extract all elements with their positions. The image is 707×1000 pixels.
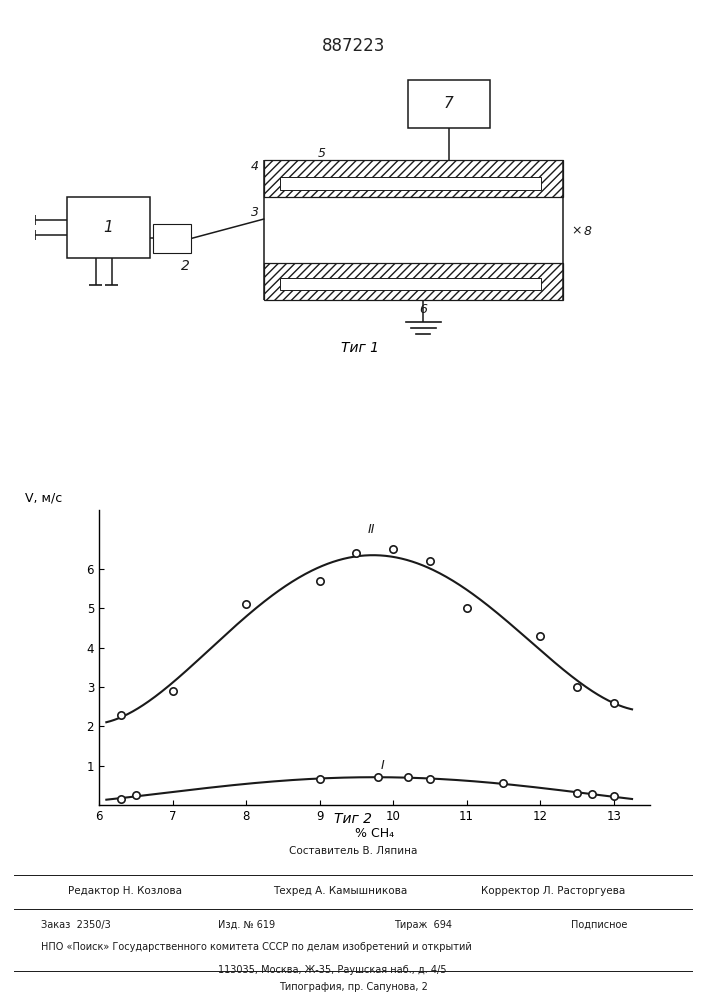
Point <box>608 695 619 711</box>
Point <box>586 786 597 802</box>
Point <box>240 596 252 612</box>
Text: Корректор Л. Расторгуева: Корректор Л. Расторгуева <box>481 886 625 896</box>
Point <box>115 791 127 807</box>
Point <box>461 600 472 616</box>
Bar <box>153 224 192 253</box>
Text: НПО «Поиск» Государственного комитета СССР по делам изобретений и открытий: НПО «Поиск» Государственного комитета СС… <box>41 942 472 952</box>
Text: Типография, пр. Сапунова, 2: Типография, пр. Сапунова, 2 <box>279 982 428 992</box>
Bar <box>408 80 491 128</box>
Text: Τиг 2: Τиг 2 <box>334 812 373 826</box>
Text: Заказ  2350/3: Заказ 2350/3 <box>41 920 111 930</box>
Text: Подписное: Подписное <box>571 920 627 930</box>
Text: Техред А. Камышникова: Техред А. Камышникова <box>273 886 407 896</box>
Text: 8: 8 <box>584 225 592 238</box>
Point <box>167 683 178 699</box>
Text: I: I <box>380 759 384 772</box>
Point <box>571 785 583 801</box>
Point <box>424 553 436 569</box>
Point <box>314 573 325 589</box>
Text: 7: 7 <box>444 97 454 111</box>
Text: 5: 5 <box>317 147 326 160</box>
Text: 6: 6 <box>419 303 428 316</box>
Text: 1: 1 <box>104 220 113 235</box>
X-axis label: % CH₄: % CH₄ <box>355 827 395 840</box>
Text: II: II <box>367 523 375 536</box>
Point <box>534 628 546 644</box>
Point <box>387 541 399 557</box>
Text: 4: 4 <box>251 160 259 173</box>
Point <box>373 769 384 785</box>
Text: Изд. № 619: Изд. № 619 <box>218 920 275 930</box>
Text: Τиг 1: Τиг 1 <box>341 341 379 355</box>
Point <box>498 775 509 791</box>
Point <box>351 545 362 561</box>
Y-axis label: V, м/с: V, м/с <box>25 491 62 504</box>
Point <box>571 679 583 695</box>
Point <box>314 771 325 787</box>
Point <box>608 788 619 804</box>
Point <box>402 769 414 785</box>
Text: 113035, Москва, Ж-35, Раушская наб., д. 4/5: 113035, Москва, Ж-35, Раушская наб., д. … <box>218 965 446 975</box>
Bar <box>264 263 563 300</box>
Text: 2: 2 <box>180 259 189 273</box>
Text: Редактор Н. Козлова: Редактор Н. Козлова <box>69 886 182 896</box>
Text: 3: 3 <box>251 206 259 219</box>
Point <box>424 771 436 787</box>
Bar <box>67 197 150 258</box>
Text: ×: × <box>571 225 582 238</box>
Bar <box>264 160 563 197</box>
Text: Тираж  694: Тираж 694 <box>395 920 452 930</box>
Bar <box>281 177 542 190</box>
Bar <box>281 278 542 290</box>
Point <box>115 707 127 723</box>
Text: Составитель В. Ляпина: Составитель В. Ляпина <box>289 846 418 856</box>
Point <box>130 787 141 803</box>
Text: 887223: 887223 <box>322 37 385 55</box>
